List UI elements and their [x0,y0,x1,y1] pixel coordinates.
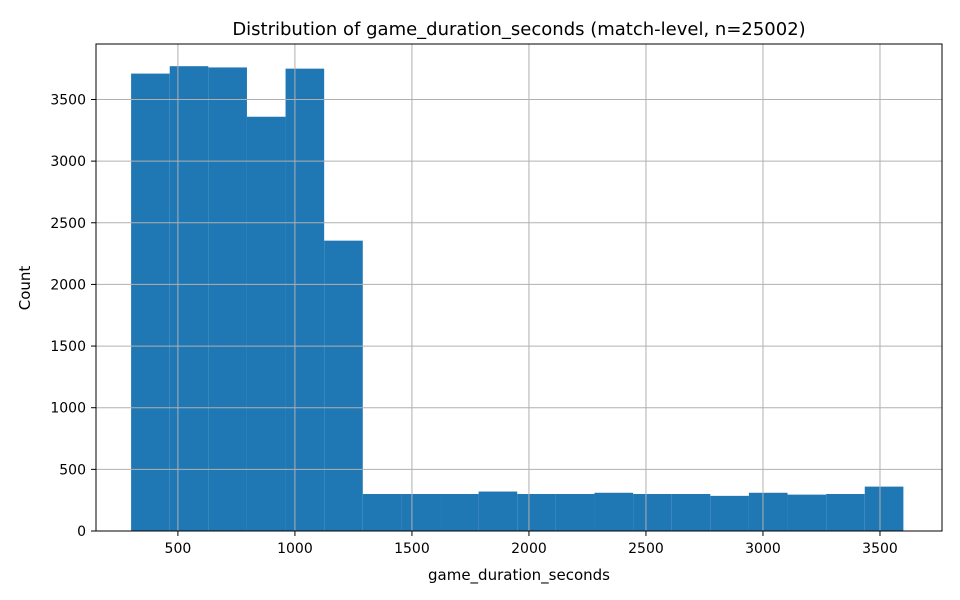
axes-layer: 500 1000 1500 2000 2500 3000 3500 0 500 1000 1500 2… [50,43,943,557]
histogram-bar [826,494,865,531]
y-tick-label: 2500 [50,216,86,232]
y-tick-label: 1000 [50,401,86,417]
histogram-bar [555,494,595,531]
y-tick-label: 2000 [50,277,86,293]
y-tick-label: 3500 [50,92,86,108]
x-axis-label: game_duration_seconds [428,566,610,585]
histogram-bar [169,66,209,531]
histogram-bar [131,73,170,531]
x-tick-label: 2000 [511,541,547,557]
histogram-bar [633,494,672,531]
histogram-bar [440,494,479,531]
histogram-bar [362,494,402,531]
y-tick-label: 500 [59,462,86,478]
x-tick-label: 2500 [628,541,664,557]
histogram-bar [748,492,788,531]
plot-frame [95,43,943,532]
histogram-bar [478,491,518,531]
histogram-bar [787,494,827,531]
x-tick-label: 3000 [745,541,781,557]
y-tick-label: 3000 [50,154,86,170]
histogram-bar [208,67,247,531]
x-tick-label: 1000 [277,541,313,557]
histogram-bar [401,494,441,531]
y-tick-label: 0 [77,524,86,540]
bars-layer [131,66,904,532]
histogram-bar [710,495,749,531]
histogram-bar [517,494,556,531]
histogram-bar [594,492,634,531]
y-tick-label: 1500 [50,339,86,355]
histogram-bar [324,240,363,532]
chart-title: Distribution of game_duration_seconds (m… [232,19,805,40]
x-tick-label: 500 [165,541,192,557]
histogram-bar [246,116,286,532]
x-tick-label: 3500 [862,541,898,557]
x-tick-label: 1500 [394,541,430,557]
histogram-bar [285,68,325,531]
histogram-bar [864,486,904,531]
y-axis-label: Count [16,266,34,311]
histogram-bar [671,494,711,531]
